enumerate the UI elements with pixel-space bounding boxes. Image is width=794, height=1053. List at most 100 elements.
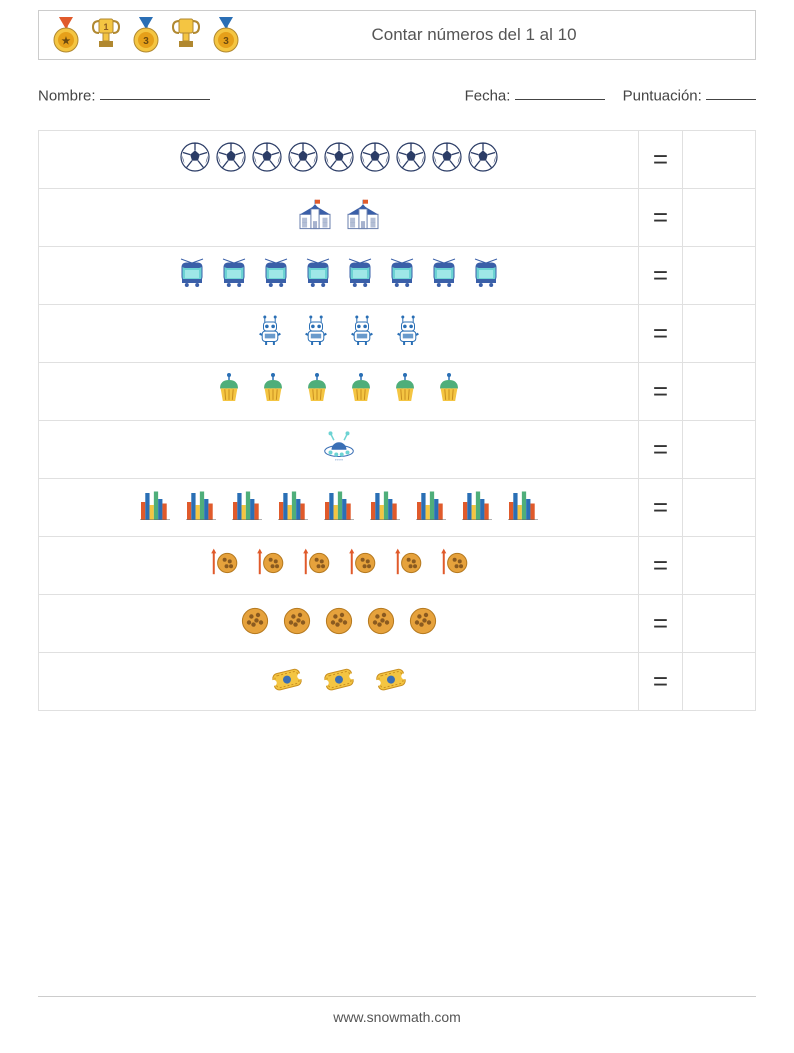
tram-icon — [473, 257, 499, 294]
answer-cell[interactable] — [683, 305, 756, 363]
ufo-icon: ◦◦◦◦ — [322, 430, 356, 469]
robot-icon — [395, 315, 421, 352]
counting-icons-cell: ◦◦◦◦ — [39, 421, 639, 479]
answer-cell[interactable] — [683, 247, 756, 305]
tram-icon — [389, 257, 415, 294]
books-icon — [462, 490, 492, 525]
counting-icons-cell — [39, 305, 639, 363]
svg-text:3: 3 — [223, 36, 229, 47]
table-row: = — [39, 189, 756, 247]
answer-cell[interactable] — [683, 479, 756, 537]
medal-3b-icon: 3 — [209, 15, 243, 55]
tram-icon — [431, 257, 457, 294]
counting-icons-cell — [39, 537, 639, 595]
trophy-1-icon: 1 — [89, 15, 123, 55]
tram-icon — [221, 257, 247, 294]
cupcake-icon — [259, 373, 287, 410]
tram-icon — [347, 257, 373, 294]
counting-icons-cell — [39, 189, 639, 247]
table-row: = — [39, 595, 756, 653]
counting-icons-cell — [39, 479, 639, 537]
cupcake-icon — [303, 373, 331, 410]
equals-sign: = — [639, 363, 683, 421]
equals-sign: = — [639, 189, 683, 247]
answer-cell[interactable] — [683, 537, 756, 595]
medal-3-icon: 3 — [129, 15, 163, 55]
svg-text:3: 3 — [143, 36, 149, 47]
equals-sign: = — [639, 537, 683, 595]
cookiearrow-icon — [208, 547, 240, 584]
cookie-icon — [408, 606, 438, 641]
ticket-icon — [321, 667, 357, 697]
equals-sign: = — [639, 653, 683, 711]
name-label: Nombre: — [38, 87, 96, 104]
cookiearrow-icon — [254, 547, 286, 584]
cookie-icon — [324, 606, 354, 641]
tram-icon — [305, 257, 331, 294]
soccer-icon — [324, 142, 354, 177]
robot-icon — [303, 315, 329, 352]
table-row: = — [39, 305, 756, 363]
medal-star-icon: ★ — [49, 15, 83, 55]
counting-icons-cell — [39, 653, 639, 711]
counting-icons-cell — [39, 131, 639, 189]
cupcake-icon — [435, 373, 463, 410]
answer-cell[interactable] — [683, 421, 756, 479]
cookiearrow-icon — [392, 547, 424, 584]
tram-icon — [179, 257, 205, 294]
school-icon — [346, 198, 380, 237]
soccer-icon — [432, 142, 462, 177]
soccer-icon — [216, 142, 246, 177]
equals-sign: = — [639, 305, 683, 363]
school-icon — [298, 198, 332, 237]
info-line: Nombre: Fecha: Puntuación: — [38, 86, 756, 104]
ticket-icon — [269, 667, 305, 697]
answer-cell[interactable] — [683, 131, 756, 189]
answer-cell[interactable] — [683, 363, 756, 421]
equals-sign: = — [639, 421, 683, 479]
soccer-icon — [468, 142, 498, 177]
cookiearrow-icon — [300, 547, 332, 584]
robot-icon — [349, 315, 375, 352]
equals-sign: = — [639, 479, 683, 537]
footer-divider — [38, 996, 756, 997]
soccer-icon — [360, 142, 390, 177]
equals-sign: = — [639, 595, 683, 653]
table-row: = — [39, 363, 756, 421]
ticket-icon — [373, 667, 409, 697]
cookie-icon — [240, 606, 270, 641]
table-row: = — [39, 131, 756, 189]
table-row: = — [39, 537, 756, 595]
svg-text:1: 1 — [103, 22, 108, 32]
header-box: ★ 1 3 3 Contar números del 1 al 10 — [38, 10, 756, 60]
books-icon — [508, 490, 538, 525]
answer-cell[interactable] — [683, 189, 756, 247]
soccer-icon — [180, 142, 210, 177]
soccer-icon — [396, 142, 426, 177]
cookie-icon — [282, 606, 312, 641]
books-icon — [370, 490, 400, 525]
cookie-icon — [366, 606, 396, 641]
books-icon — [186, 490, 216, 525]
table-row: = — [39, 247, 756, 305]
score-label: Puntuación: — [623, 87, 702, 104]
table-row: = — [39, 653, 756, 711]
tram-icon — [263, 257, 289, 294]
counting-icons-cell — [39, 595, 639, 653]
cookiearrow-icon — [438, 547, 470, 584]
robot-icon — [257, 315, 283, 352]
answer-cell[interactable] — [683, 653, 756, 711]
table-row: ◦◦◦◦ = — [39, 421, 756, 479]
svg-text:★: ★ — [62, 36, 71, 47]
date-label: Fecha: — [465, 87, 511, 104]
counting-icons-cell — [39, 363, 639, 421]
score-blank[interactable] — [706, 86, 756, 100]
books-icon — [140, 490, 170, 525]
cookiearrow-icon — [346, 547, 378, 584]
answer-cell[interactable] — [683, 595, 756, 653]
worksheet-title: Contar números del 1 al 10 — [243, 25, 745, 45]
books-icon — [324, 490, 354, 525]
name-blank[interactable] — [100, 86, 210, 100]
date-blank[interactable] — [515, 86, 605, 100]
cupcake-icon — [215, 373, 243, 410]
